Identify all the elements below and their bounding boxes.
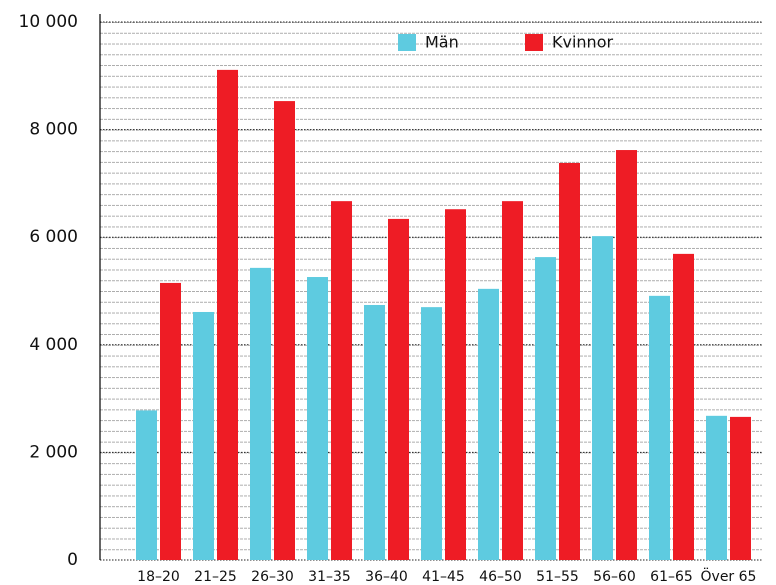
x-tick-label: 51–55 [536,569,579,585]
bar [592,236,613,560]
bar [502,201,523,561]
y-tick-label: 0 [67,550,78,570]
bar [535,257,556,560]
bar [136,410,157,560]
bar [706,415,727,560]
x-tick-label: 21–25 [194,569,237,585]
x-tick-label: 46–50 [479,569,522,585]
bar [616,150,637,560]
x-tick-label: Över 65 [701,567,757,585]
y-tick-label: 8 000 [29,120,78,140]
legend-label: Män [425,33,459,52]
x-tick-label: 26–30 [251,569,294,585]
legend-swatch [525,34,543,51]
bar [160,282,181,560]
x-tick-label: 61–65 [650,569,693,585]
y-tick-label: 2 000 [29,442,78,462]
bar [673,253,694,561]
y-tick-label: 6 000 [29,227,78,247]
legend-swatch [398,34,416,51]
bar [331,201,352,561]
bar [478,288,499,560]
y-tick-label: 4 000 [29,335,78,355]
bar [274,101,295,560]
bar [307,277,328,560]
bar [250,267,271,560]
bar [559,162,580,560]
x-tick-label: 56–60 [593,569,636,585]
bar [421,307,442,560]
bar [730,416,751,560]
y-tick-label: 10 000 [19,12,78,32]
x-tick-label: 18–20 [137,569,180,585]
bar [388,218,409,560]
bar [217,69,238,560]
legend-label: Kvinnor [552,33,613,52]
bar [364,304,385,560]
bar [193,311,214,560]
bar [445,209,466,560]
bar [649,295,670,560]
x-tick-label: 36–40 [365,569,408,585]
x-tick-label: 41–45 [422,569,465,585]
x-tick-label: 31–35 [308,569,351,585]
